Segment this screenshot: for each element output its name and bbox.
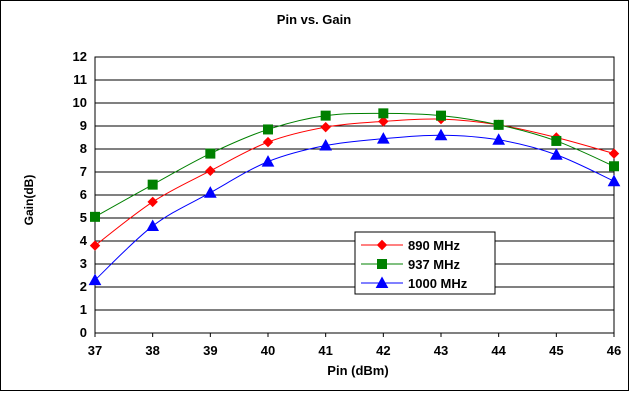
y-tick-label: 1 (80, 302, 87, 317)
data-point-marker (434, 128, 448, 141)
series-2 (90, 108, 619, 222)
data-point-marker (378, 108, 389, 119)
data-point-marker (147, 196, 158, 208)
data-point-marker (376, 132, 390, 144)
legend-label: 937 MHz (408, 257, 461, 272)
data-point-marker (492, 133, 506, 145)
x-tick-label: 43 (434, 343, 448, 358)
data-point-marker (146, 219, 160, 232)
legend-entry: 890 MHz (361, 238, 461, 253)
data-point-marker (607, 174, 621, 187)
x-tick-label: 37 (88, 343, 102, 358)
series-line (94, 134, 615, 281)
x-axis-label: Pin (dBm) (327, 363, 388, 378)
data-point-marker (549, 148, 563, 160)
plot-frame (94, 56, 615, 334)
data-point-marker (90, 211, 100, 222)
series-line (94, 112, 615, 218)
series-layer (88, 108, 621, 286)
y-tick-label: 4 (80, 233, 88, 248)
y-axis-label: Gain(dB) (22, 175, 36, 226)
x-tick-label: 38 (145, 343, 159, 358)
x-tick-label: 46 (607, 343, 621, 358)
data-point-marker (378, 116, 389, 127)
series-line (94, 118, 615, 246)
y-tick-label: 0 (80, 325, 87, 340)
data-point-marker (436, 110, 446, 121)
data-point-marker (89, 240, 101, 251)
data-point-marker (608, 148, 620, 159)
legend-marker (377, 259, 387, 269)
x-tick-label: 45 (549, 343, 563, 358)
data-point-marker (205, 165, 216, 177)
chart-title: Pin vs. Gain (277, 12, 351, 27)
data-point-marker (493, 119, 504, 130)
y-tick-label: 11 (73, 72, 87, 87)
data-point-marker (203, 186, 217, 198)
y-tick-label: 6 (80, 187, 87, 202)
series-3 (88, 128, 621, 286)
x-tick-label: 42 (376, 343, 390, 358)
x-tick-label: 41 (318, 343, 332, 358)
data-point-marker (261, 155, 275, 167)
y-tick-label: 3 (80, 256, 87, 271)
y-tick-label: 2 (80, 279, 87, 294)
legend-items: 890 MHz 937 MHz 1000 MHz (361, 238, 468, 291)
legend-label: 1000 MHz (408, 276, 468, 291)
data-point-marker (320, 121, 331, 133)
data-point-marker (205, 148, 216, 159)
y-tick-label: 7 (80, 164, 87, 179)
legend-label: 890 MHz (408, 238, 461, 253)
legend-entry: 937 MHz (361, 257, 461, 272)
y-tick-label: 5 (80, 210, 87, 225)
data-point-marker (551, 135, 562, 146)
data-point-marker (88, 273, 102, 286)
y-tick-label: 8 (80, 141, 87, 156)
y-tick-label: 12 (73, 49, 87, 64)
legend-marker (375, 276, 389, 288)
data-point-marker (609, 161, 619, 172)
data-point-marker (147, 179, 158, 190)
x-tick-label: 40 (261, 343, 275, 358)
data-point-marker (263, 124, 273, 135)
x-tick-label: 44 (491, 343, 506, 358)
legend: 890 MHz 937 MHz 1000 MHz (354, 231, 496, 295)
data-point-marker (319, 139, 333, 151)
x-tick-label: 39 (203, 343, 217, 358)
y-tick-label: 10 (73, 95, 87, 110)
legend-marker (376, 239, 388, 251)
y-tick-label: 9 (80, 118, 87, 133)
data-point-marker (320, 110, 331, 121)
legend-entry: 1000 MHz (361, 276, 468, 291)
data-point-marker (262, 136, 274, 148)
